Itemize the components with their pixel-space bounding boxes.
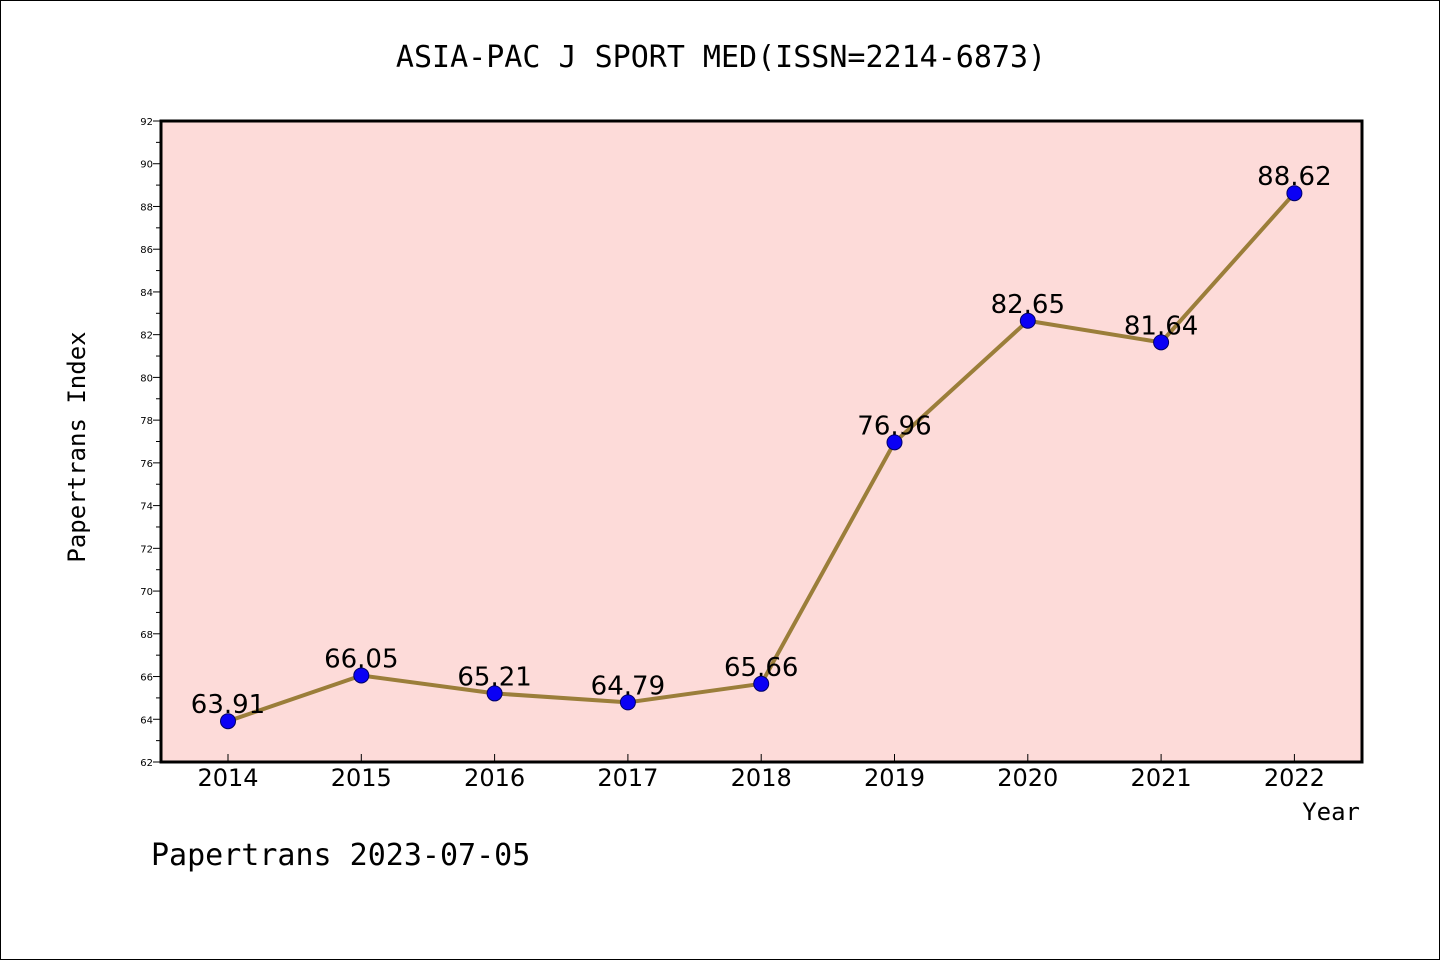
y-tick-label: 70 (140, 587, 153, 598)
data-label: 66.05 (324, 644, 398, 674)
data-point-marker (753, 675, 770, 692)
x-tick-label: 2019 (864, 764, 925, 792)
data-label: 65.66 (724, 653, 798, 683)
y-tick-label: 64 (140, 715, 153, 726)
data-label: 63.91 (191, 690, 265, 720)
data-point-marker (1153, 334, 1170, 351)
data-label: 88.62 (1257, 162, 1331, 192)
x-tick-label: 2017 (597, 764, 658, 792)
y-tick-label: 82 (140, 331, 153, 342)
x-tick-label: 2016 (464, 764, 525, 792)
x-tick-label: 2020 (997, 764, 1058, 792)
series-line-group (220, 185, 1303, 730)
data-label: 76.96 (857, 411, 931, 441)
y-tick-label: 68 (140, 630, 153, 641)
y-tick-label: 74 (140, 502, 153, 513)
data-point-marker (619, 694, 636, 711)
chart-title: ASIA-PAC J SPORT MED(ISSN=2214-6873) (396, 40, 1046, 75)
data-label: 65.21 (457, 662, 531, 692)
footer-date-stamp: Papertrans 2023-07-05 (151, 838, 530, 873)
data-label: 82.65 (991, 290, 1065, 320)
x-axis: 2014 2015 2016 2017 2018 2019 2020 2021 2022 (197, 754, 1325, 792)
y-tick-label: 80 (140, 373, 153, 384)
y-tick-label: 84 (140, 288, 153, 299)
data-point-marker (353, 667, 370, 684)
y-axis: 62 64 66 68 70 72 74 76 78 80 82 84 86 88 90 92 (140, 117, 161, 769)
plot-area (159, 119, 1364, 764)
data-point-marker (886, 434, 903, 451)
y-tick-label: 72 (140, 544, 153, 555)
y-tick-label: 90 (140, 160, 153, 171)
y-tick-label: 92 (140, 117, 153, 128)
y-tick-label: 66 (140, 673, 153, 684)
y-axis-label: Papertrans Index (63, 331, 91, 562)
data-label: 64.79 (591, 671, 665, 701)
y-tick-label: 76 (140, 459, 153, 470)
x-tick-label: 2015 (331, 764, 392, 792)
data-point-marker (1286, 185, 1303, 202)
y-tick-label: 88 (140, 202, 153, 213)
y-tick-label: 86 (140, 245, 153, 256)
x-tick-label: 2014 (197, 764, 258, 792)
x-tick-label: 2018 (731, 764, 792, 792)
x-tick-label: 2021 (1131, 764, 1192, 792)
data-labels: 63.91 66.05 65.21 64.79 65.66 76.96 82.65 81.64… (191, 162, 1332, 720)
y-tick-label: 78 (140, 416, 153, 427)
data-point-marker (1019, 312, 1036, 329)
x-axis-label: Year (1302, 798, 1360, 826)
data-point-marker (486, 685, 503, 702)
data-point-marker (220, 713, 236, 730)
y-tick-label: 62 (140, 758, 153, 769)
x-tick-label: 2022 (1264, 764, 1325, 792)
data-label: 81.64 (1124, 311, 1198, 341)
